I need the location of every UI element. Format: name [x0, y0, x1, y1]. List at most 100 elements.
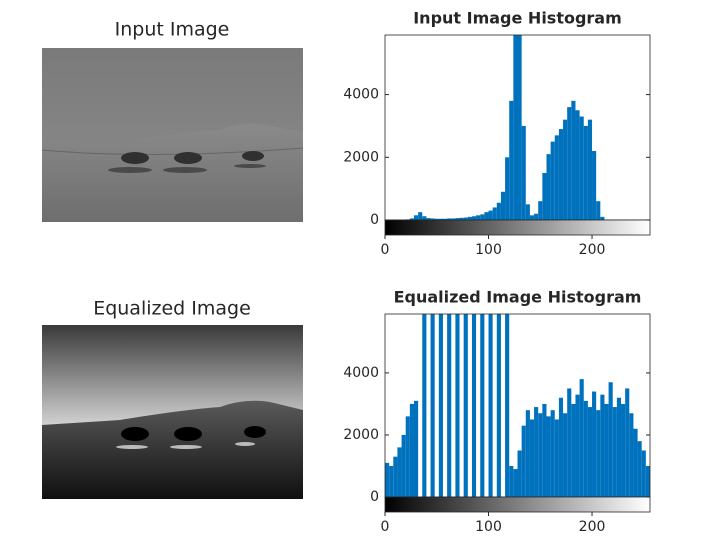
bar — [637, 441, 642, 497]
bar — [471, 314, 477, 497]
x-tick-label: 100 — [475, 519, 502, 535]
bar — [625, 388, 630, 497]
colorbar — [384, 219, 651, 236]
bar — [592, 151, 597, 220]
bar — [596, 201, 601, 220]
bar — [587, 119, 593, 220]
bar — [389, 465, 394, 497]
x-tick-label: 200 — [579, 242, 606, 258]
bar — [542, 403, 547, 497]
bar — [616, 397, 622, 497]
bar — [409, 218, 414, 220]
bar — [563, 413, 568, 497]
bar — [612, 407, 617, 497]
bar — [509, 465, 514, 497]
bar — [583, 125, 588, 220]
bar — [587, 407, 593, 497]
bar — [554, 419, 559, 497]
bar — [492, 207, 497, 220]
bar — [413, 215, 419, 220]
y-tick-label: 4000 — [343, 365, 379, 381]
bar — [567, 107, 572, 220]
bar — [571, 403, 576, 497]
bar — [430, 314, 435, 497]
bar — [385, 462, 390, 497]
bar — [538, 413, 543, 497]
bar — [600, 216, 605, 220]
bar — [413, 400, 419, 497]
bar — [451, 218, 456, 220]
bar — [571, 100, 576, 220]
bar — [621, 403, 626, 497]
bar — [480, 214, 485, 220]
chart-title: Input Image Histogram — [413, 9, 622, 28]
bar — [554, 135, 559, 220]
bar — [447, 218, 452, 220]
bar — [405, 416, 410, 497]
bar — [496, 202, 501, 220]
bar — [434, 218, 439, 220]
bar — [447, 314, 452, 497]
y-tick-label: 0 — [370, 489, 379, 505]
bar — [579, 379, 584, 497]
bar — [422, 216, 427, 220]
bar — [529, 419, 535, 497]
bar — [534, 213, 539, 220]
bar — [476, 215, 481, 220]
bar — [418, 212, 423, 220]
x-tick-label: 200 — [579, 519, 606, 535]
bar — [525, 204, 530, 220]
x-tick-label: 0 — [381, 519, 390, 535]
bar — [467, 216, 472, 220]
bar — [455, 314, 460, 497]
bars — [385, 314, 650, 497]
bars — [405, 35, 605, 220]
bar — [633, 428, 638, 497]
bar — [513, 469, 518, 497]
bar — [480, 314, 485, 497]
bar — [592, 391, 597, 497]
bar — [525, 410, 530, 497]
bar — [509, 100, 514, 220]
bar — [629, 413, 634, 497]
bar — [542, 172, 547, 220]
bar — [550, 141, 555, 220]
bar — [558, 397, 564, 497]
bar — [422, 314, 427, 497]
bar — [463, 314, 468, 497]
bar — [488, 314, 493, 497]
bar — [438, 218, 443, 220]
image-title: Input Image — [115, 19, 230, 41]
bar — [563, 119, 568, 220]
bar — [463, 217, 468, 220]
bar — [558, 129, 564, 220]
bar — [488, 210, 493, 220]
bar — [496, 314, 501, 497]
y-tick-label: 0 — [370, 212, 379, 228]
colorbar — [384, 496, 651, 513]
bar — [529, 215, 535, 220]
bar — [575, 110, 580, 220]
y-tick-label: 2000 — [343, 427, 379, 443]
bar — [500, 191, 506, 220]
bar — [521, 425, 526, 497]
bar — [604, 403, 609, 497]
bar — [455, 218, 460, 220]
bar — [505, 157, 510, 220]
bar — [513, 35, 518, 220]
bar — [645, 465, 650, 497]
equalized-image — [42, 325, 303, 499]
bar — [409, 403, 414, 497]
bar — [438, 314, 443, 497]
bar — [459, 217, 464, 220]
image-title: Equalized Image — [93, 298, 251, 320]
bar — [567, 388, 572, 497]
bar — [430, 218, 435, 220]
bar — [538, 201, 543, 220]
bar — [471, 216, 477, 220]
bar — [426, 218, 431, 220]
bar — [521, 125, 526, 220]
x-tick-label: 0 — [381, 242, 390, 258]
bar — [608, 382, 613, 497]
